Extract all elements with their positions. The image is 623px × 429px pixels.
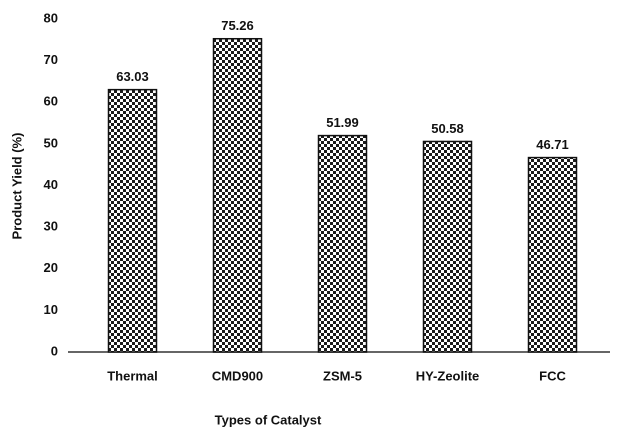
bar [527, 156, 578, 353]
bar [317, 134, 368, 353]
y-tick-label: 20 [44, 260, 58, 275]
bar [107, 88, 158, 353]
y-tick-label: 30 [44, 219, 58, 234]
x-tick-label: HY-Zeolite [416, 368, 480, 383]
y-tick-label: 50 [44, 135, 58, 150]
y-tick-label: 70 [44, 52, 58, 67]
value-label: 50.58 [431, 121, 464, 136]
bar [422, 140, 473, 353]
value-label: 75.26 [221, 18, 254, 33]
value-label: 63.03 [116, 69, 149, 84]
x-axis-label: Types of Catalyst [215, 412, 322, 427]
bar [212, 37, 263, 353]
y-tick-label: 0 [51, 343, 58, 358]
y-tick-label: 40 [44, 177, 58, 192]
y-tick-label: 10 [44, 302, 58, 317]
value-label: 46.71 [536, 137, 569, 152]
y-tick-label: 80 [44, 10, 58, 25]
x-tick-label: CMD900 [212, 368, 263, 383]
x-tick-label: Thermal [107, 368, 158, 383]
y-tick-label: 60 [44, 94, 58, 109]
value-label: 51.99 [326, 115, 359, 130]
x-tick-label: ZSM-5 [323, 368, 362, 383]
y-axis-label: Product Yield (%) [9, 133, 24, 240]
x-tick-label: FCC [539, 368, 566, 383]
